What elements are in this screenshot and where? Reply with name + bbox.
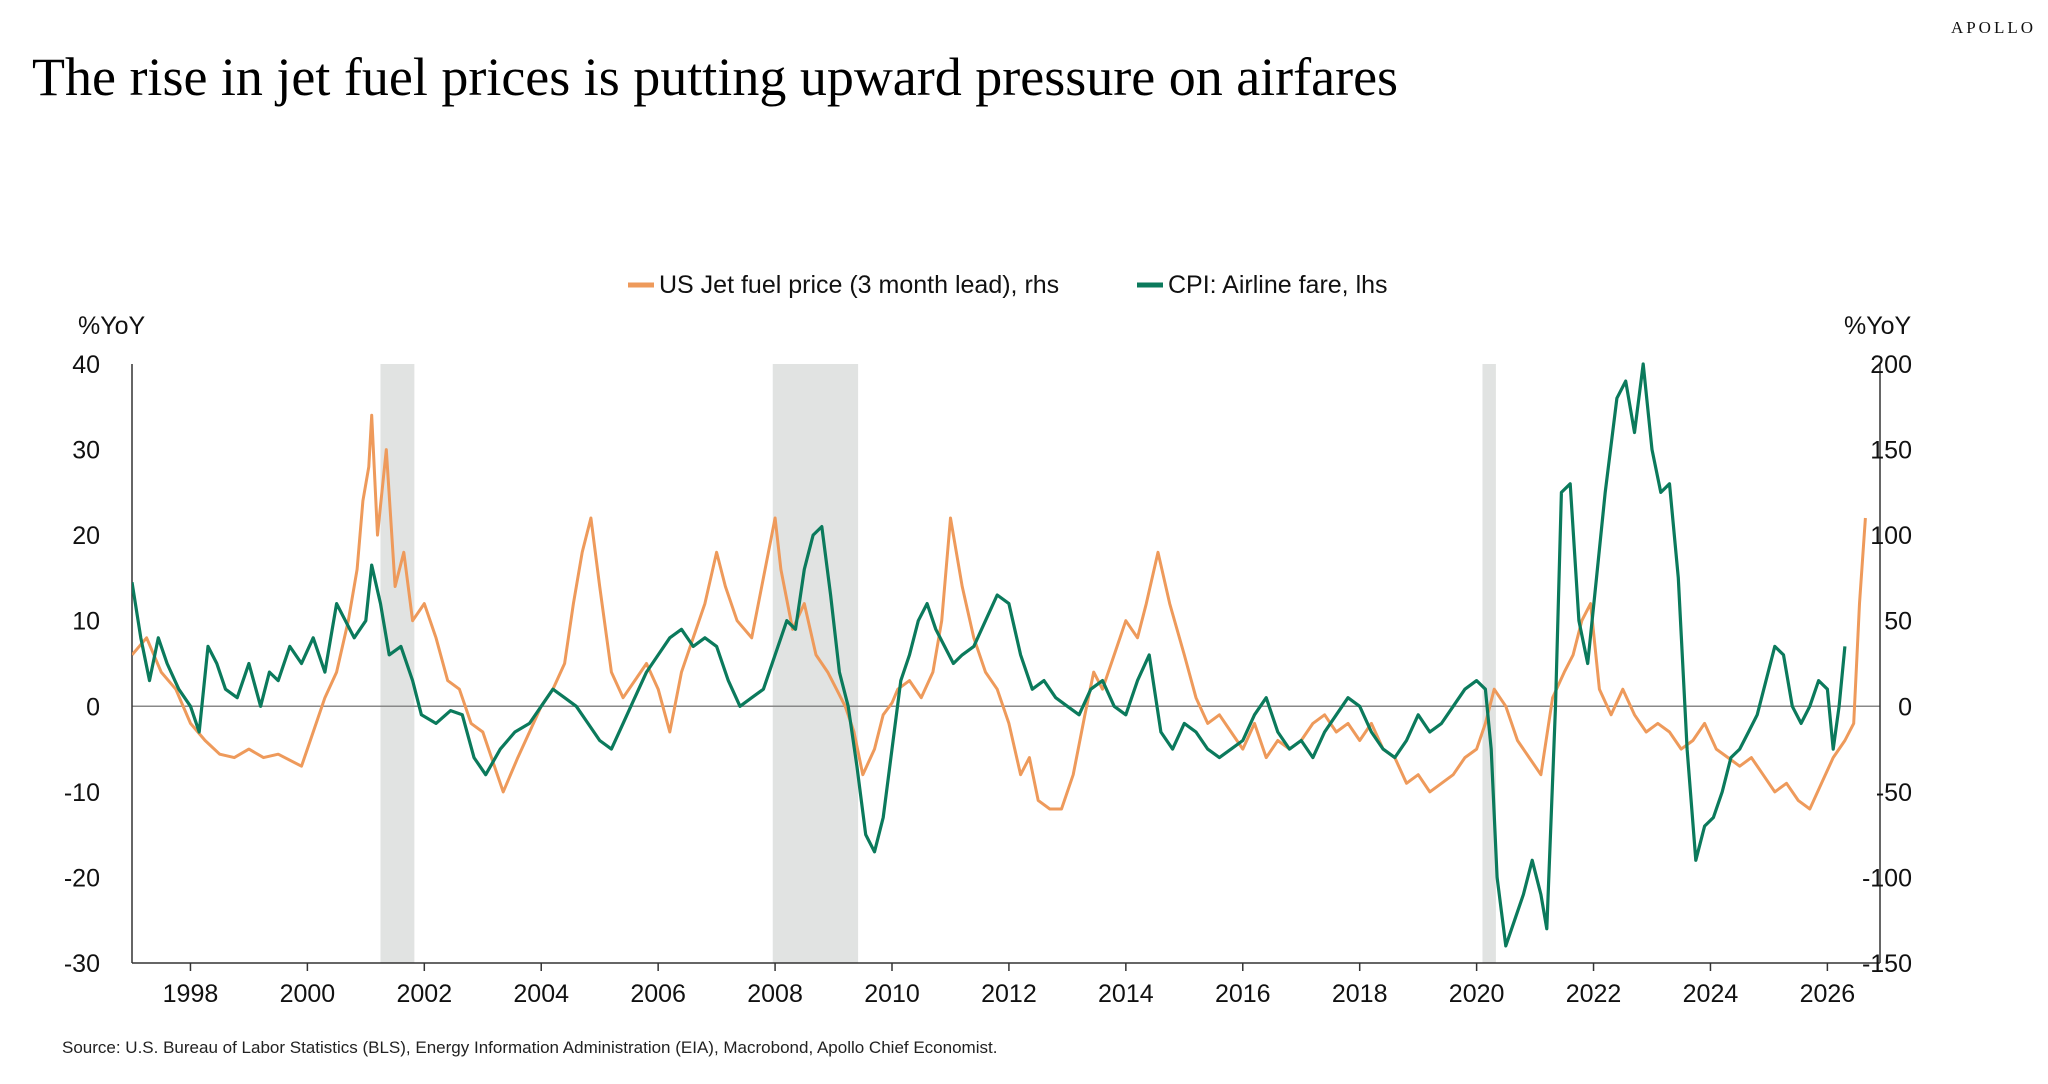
- y-right-tick-label: 150: [1870, 437, 1912, 465]
- y-left-tick-label: 20: [72, 522, 100, 550]
- y-axis-left: 40 30 20 10 0 -10 -20 -30: [64, 351, 133, 978]
- x-tick-label: 2026: [1800, 980, 1856, 1008]
- x-axis: 1998 2000 2002 2004 2006 2008 2010 2012 2014 2016…: [132, 962, 1880, 1008]
- y-axis-right-label: %YoY: [1844, 312, 1912, 340]
- y-left-tick-label: 30: [72, 437, 100, 465]
- x-tick-label: 2010: [864, 980, 920, 1008]
- x-tick-label: 2002: [396, 980, 452, 1008]
- y-left-tick-label: -20: [64, 864, 100, 892]
- y-axis-left-label: %YoY: [78, 312, 146, 340]
- x-tick-label: 2000: [280, 980, 336, 1008]
- y-left-tick-label: 40: [72, 351, 100, 379]
- source-note: Source: U.S. Bureau of Labor Statistics …: [62, 1038, 998, 1057]
- y-left-tick-label: -10: [64, 779, 100, 807]
- y-left-tick-label: 0: [86, 693, 100, 721]
- x-tick-label: 2022: [1566, 980, 1622, 1008]
- chart-title: The rise in jet fuel prices is putting u…: [32, 47, 1399, 107]
- x-tick-label: 2016: [1215, 980, 1271, 1008]
- x-tick-label: 2012: [981, 980, 1037, 1008]
- brand-logo: APOLLO: [1950, 18, 2036, 37]
- y-left-tick-label: -30: [64, 950, 100, 978]
- series-line-jet-fuel: [132, 413, 1867, 811]
- x-tick-label: 1998: [163, 980, 219, 1008]
- x-tick-label: 2006: [630, 980, 686, 1008]
- x-tick-label: 2018: [1332, 980, 1388, 1008]
- series-lines: [132, 362, 1867, 948]
- y-left-tick-label: 10: [72, 608, 100, 636]
- x-tick-label: 2014: [1098, 980, 1154, 1008]
- y-right-tick-label: 100: [1870, 522, 1912, 550]
- legend: US Jet fuel price (3 month lead), rhs CPI…: [628, 271, 1388, 299]
- x-tick-label: 2008: [747, 980, 803, 1008]
- series-line-airline-fare: [132, 362, 1847, 948]
- x-tick-label: 2004: [513, 980, 569, 1008]
- legend-label: CPI: Airline fare, lhs: [1168, 271, 1388, 299]
- recession-band: [772, 364, 859, 963]
- y-right-tick-label: -100: [1862, 864, 1912, 892]
- legend-label: US Jet fuel price (3 month lead), rhs: [659, 271, 1059, 299]
- y-right-tick-label: 200: [1870, 351, 1912, 379]
- y-right-tick-label: -150: [1862, 950, 1912, 978]
- y-right-tick-label: 0: [1898, 693, 1912, 721]
- recession-band: [1482, 364, 1496, 963]
- y-right-tick-label: 50: [1884, 608, 1912, 636]
- recession-bands: [380, 364, 1496, 963]
- y-axis-right: 200 150 100 50 0 -50 -100 -150: [1862, 351, 1912, 978]
- x-tick-label: 2024: [1683, 980, 1739, 1008]
- y-right-tick-label: -50: [1876, 779, 1912, 807]
- x-tick-label: 2020: [1449, 980, 1505, 1008]
